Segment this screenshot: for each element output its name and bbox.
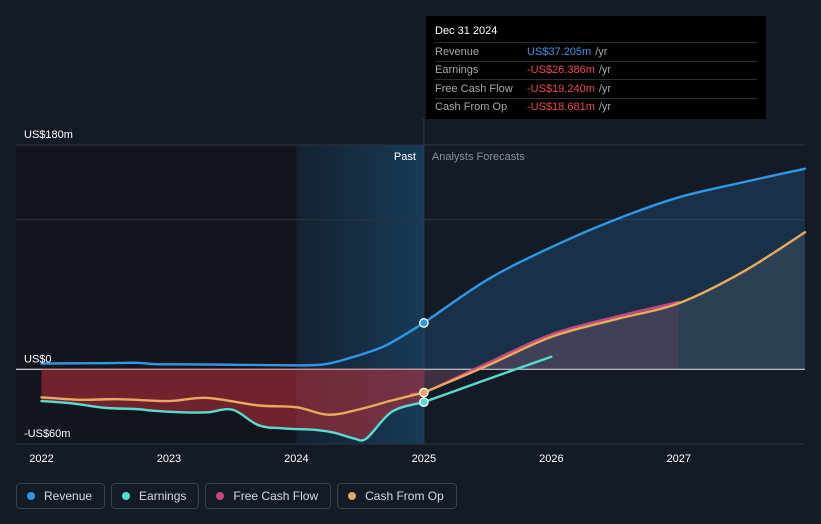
legend-item-revenue[interactable]: Revenue [16,483,106,509]
earnings-highlight-point [419,397,429,407]
cash-from-op-highlight-point [419,387,429,398]
legend: Revenue Earnings Free Cash Flow Cash Fro… [16,483,457,509]
tooltip-unit: /yr [598,101,612,114]
x-tick-label: 2025 [412,453,436,465]
x-tick-label: 2024 [284,453,308,465]
legend-item-free-cash-flow[interactable]: Free Cash Flow [205,483,332,509]
legend-label: Revenue [44,489,93,503]
legend-dot-icon [27,492,35,500]
tooltip-row-cash-from-op: Cash From Op -US$18.681m /yr [435,97,757,117]
cash-from-op-forecast-area [423,232,805,393]
tooltip-label: Cash From Op [435,101,508,114]
x-tick-label: 2026 [539,453,563,465]
tooltip-label: Free Cash Flow [435,82,513,95]
past-label: Past [394,151,416,163]
legend-item-cash-from-op[interactable]: Cash From Op [337,483,457,509]
tooltip-unit: /yr [595,45,608,58]
tooltip-label: Revenue [435,45,480,58]
revenue-highlight-point [419,318,429,328]
x-tick-label: 2023 [157,453,181,465]
data-tooltip: Dec 31 2024 Revenue US$37.205m /yr Earni… [426,16,766,119]
legend-dot-icon [216,492,225,500]
y-axis-label: US$0 [24,353,52,365]
cash-from-op-forecast-line [422,231,807,394]
tooltip-value: -US$26.386m [527,64,595,77]
revenue-past-line [40,321,426,367]
free-cash-flow-forecast-line [422,300,681,395]
tooltip-unit: /yr [598,64,612,77]
loss-area [41,369,424,441]
free-cash-flow-forecast-area [423,301,679,394]
tooltip-unit: /yr [598,82,612,95]
legend-label: Cash From Op [365,489,444,503]
tooltip-value: -US$18.681m [527,101,595,114]
tooltip-date: Dec 31 2024 [435,25,498,37]
revenue-forecast-area [423,168,805,370]
legend-label: Earnings [139,489,187,503]
cash-from-op-past-line [40,391,426,416]
tooltip-label: Earnings [435,64,479,77]
legend-label: Free Cash Flow [233,489,319,503]
forecast-label: Analysts Forecasts [432,151,525,163]
x-tick-label: 2022 [29,453,53,465]
legend-dot-icon [348,492,357,500]
legend-dot-icon [122,492,131,500]
y-axis-label: US$180m [24,129,73,141]
tooltip-row-earnings: Earnings -US$26.386m /yr [435,60,757,80]
x-tick-label: 2027 [667,453,691,465]
earnings-forecast-line [422,355,553,404]
legend-item-earnings[interactable]: Earnings [111,483,200,509]
earnings-past-line [40,399,426,442]
y-axis-label: -US$60m [24,428,70,440]
tooltip-value: -US$19.240m [527,82,595,95]
tooltip-row-revenue: Revenue US$37.205m /yr [435,42,757,61]
tooltip-value: US$37.205m [527,45,592,58]
revenue-forecast-line [422,167,807,325]
tooltip-row-free-cash-flow: Free Cash Flow -US$19.240m /yr [435,79,757,98]
